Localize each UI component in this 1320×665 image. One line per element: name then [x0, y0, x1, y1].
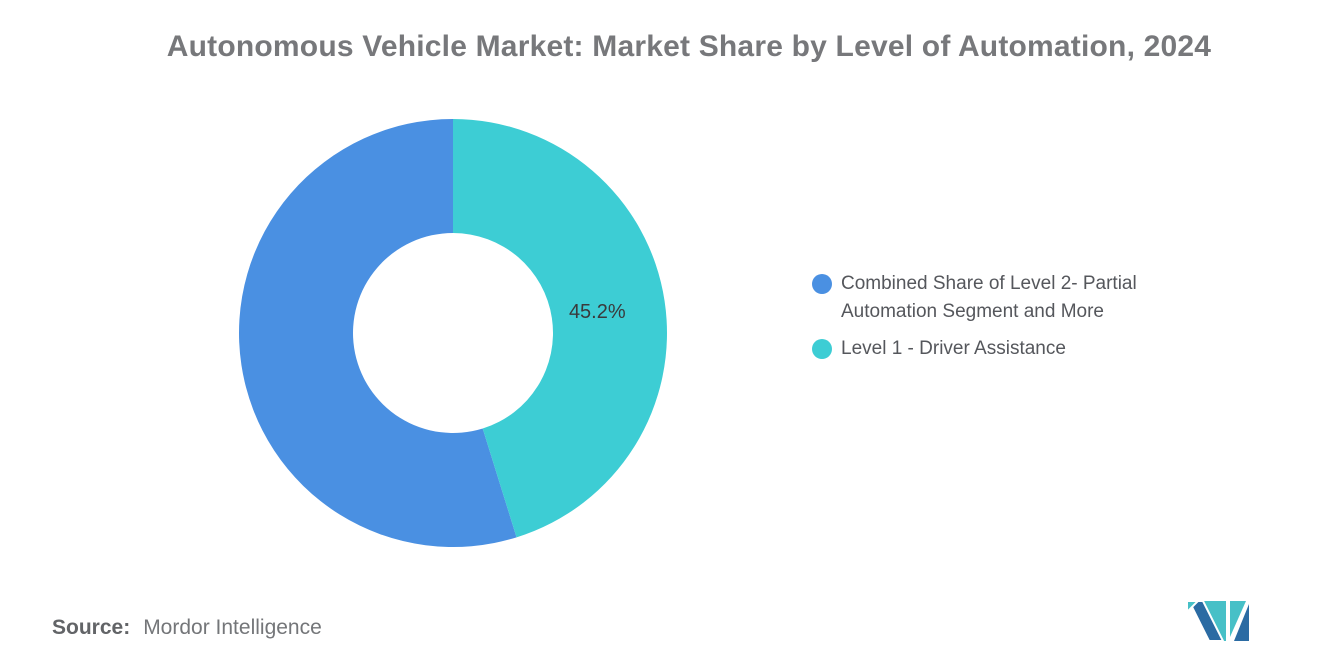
- legend-item-level2[interactable]: Combined Share of Level 2- Partial Autom…: [812, 270, 1201, 326]
- donut-slice-1[interactable]: [453, 119, 667, 538]
- source-label: Source:: [52, 616, 131, 639]
- logo-shape: [1187, 600, 1201, 614]
- source-name: Mordor Intelligence: [143, 616, 322, 639]
- donut-chart: 45.2%: [238, 119, 667, 547]
- legend-label: Combined Share of Level 2- Partial Autom…: [841, 273, 1137, 322]
- logo-shape: [1234, 604, 1249, 641]
- logo-shape: [1230, 601, 1246, 637]
- donut-slice-0[interactable]: [238, 119, 517, 547]
- chart-title: Autonomous Vehicle Market: Market Share …: [166, 30, 1212, 63]
- legend-swatch-circle-icon: [812, 339, 832, 359]
- mordor-intelligence-logo: [1187, 600, 1249, 642]
- legend-label: Level 1 - Driver Assistance: [841, 338, 1066, 359]
- legend: Combined Share of Level 2- Partial Autom…: [812, 270, 1201, 363]
- donut-data-label: 45.2%: [569, 301, 626, 323]
- source-attribution: Source: Mordor Intelligence: [52, 616, 322, 640]
- legend-swatch-circle-icon: [812, 274, 832, 294]
- legend-item-level1[interactable]: Level 1 - Driver Assistance: [812, 335, 1201, 363]
